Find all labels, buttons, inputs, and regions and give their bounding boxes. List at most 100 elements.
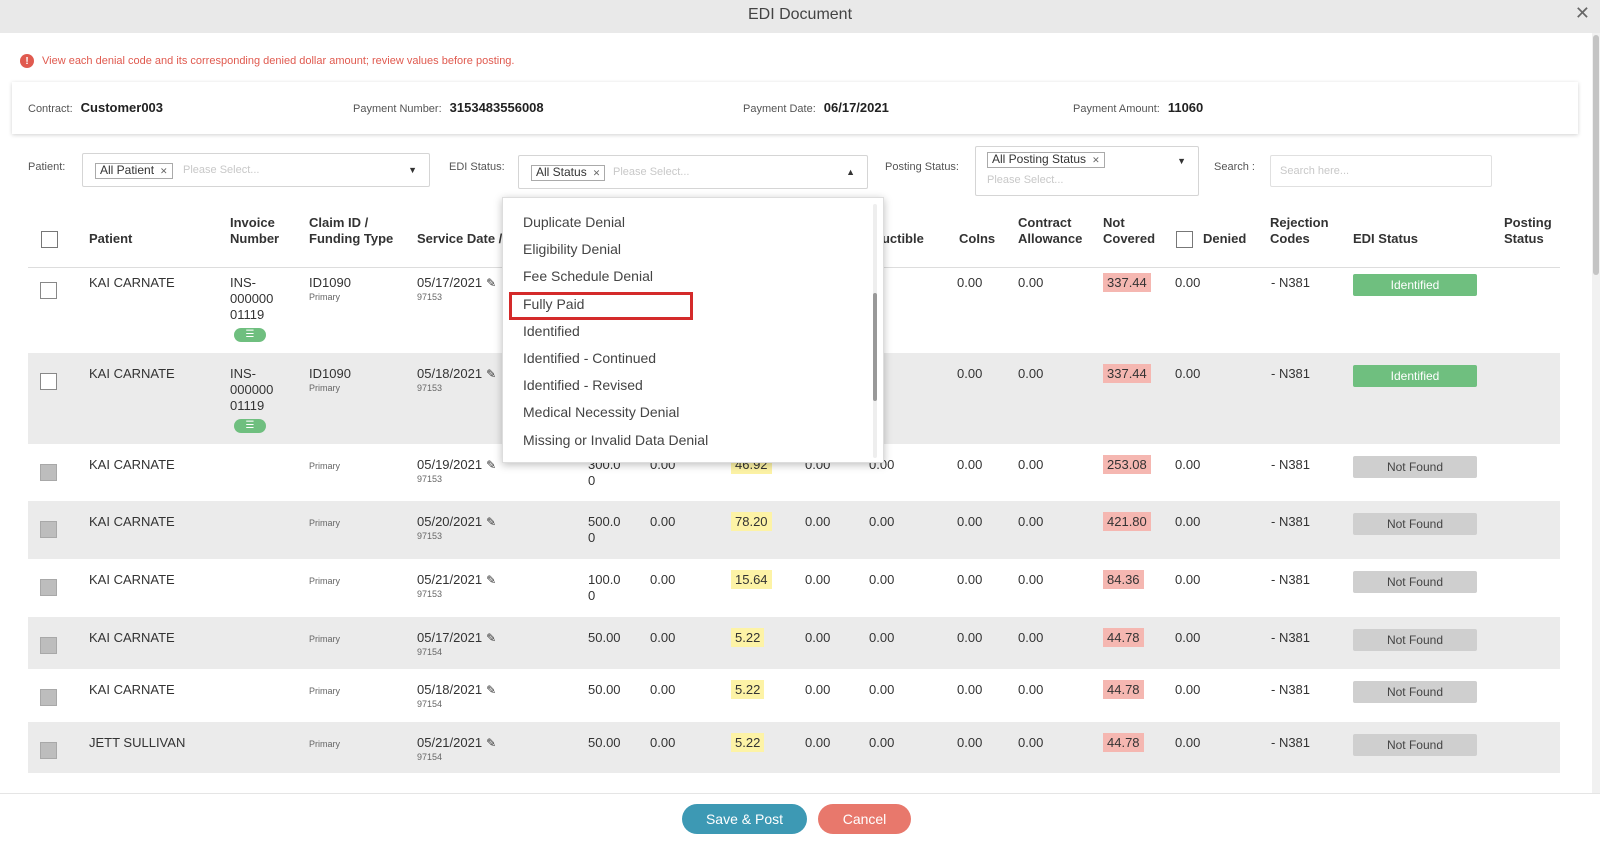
dropdown-option[interactable]: Identified	[523, 322, 580, 339]
list-icon[interactable]: ☰	[234, 328, 266, 342]
table-row[interactable]: KAI CARNATE Primary 05/20/2021 ✎ 97153 500.0 0…	[28, 501, 1560, 559]
paid-amount: 78.20	[731, 512, 772, 531]
rejection-code[interactable]: - N381	[1271, 682, 1311, 697]
service-date[interactable]: 05/18/2021 ✎	[417, 682, 497, 697]
service-date[interactable]: 05/17/2021 ✎	[417, 275, 497, 290]
row-checkbox[interactable]	[40, 373, 57, 390]
header-posting-status[interactable]: Posting Status	[1504, 215, 1552, 246]
table-row[interactable]: KAI CARNATE Primary 05/19/2021 ✎ 97153 300.0 0…	[28, 444, 1560, 501]
page-scroll-thumb[interactable]	[1593, 35, 1599, 275]
rejection-code[interactable]: - N381	[1271, 275, 1311, 290]
rejection-code[interactable]: - N381	[1271, 457, 1311, 472]
service-code: 97153	[417, 474, 443, 484]
header-claim[interactable]: Claim ID / Funding Type	[309, 215, 394, 246]
claim-id: ID1090	[309, 275, 351, 290]
dropdown-option[interactable]: Eligibility Denial	[523, 241, 622, 258]
header-not-covered[interactable]: Not Covered	[1103, 215, 1156, 246]
edit-icon[interactable]: ✎	[486, 736, 497, 750]
header-denied[interactable]: Denied	[1203, 231, 1247, 246]
header-deductible[interactable]: ductible	[874, 231, 924, 246]
dropdown-option[interactable]: Medical Necessity Denial	[523, 404, 680, 421]
header-service-date[interactable]: Service Date /	[417, 231, 503, 246]
coins: 0.00	[957, 735, 983, 750]
service-date[interactable]: 05/19/2021 ✎	[417, 457, 497, 472]
dropdown-option[interactable]: Identified - Revised	[523, 377, 643, 394]
table-row[interactable]: JETT SULLIVAN Primary 05/21/2021 ✎ 97154 50.0…	[28, 722, 1560, 773]
denied-amount: 0.00	[1175, 514, 1201, 529]
dropdown-option[interactable]: Duplicate Denial	[523, 214, 625, 230]
rejection-code[interactable]: - N381	[1271, 514, 1311, 529]
row-checkbox[interactable]	[40, 464, 57, 481]
row-checkbox[interactable]	[40, 282, 57, 299]
edi-status-dropdown[interactable]: Duplicate Denial Eligibility Denial Fee Sc…	[502, 197, 884, 463]
coins: 0.00	[957, 514, 983, 529]
dropdown-option[interactable]: Missing or Invalid Data Denial	[523, 431, 709, 448]
edit-icon[interactable]: ✎	[486, 276, 497, 290]
search-box[interactable]	[1270, 155, 1492, 187]
payment-amount-value: 11060	[1167, 100, 1204, 115]
header-edi-status[interactable]: EDI Status	[1353, 231, 1419, 246]
rejection-code[interactable]: - N381	[1271, 572, 1311, 587]
deductible: 0.00	[869, 630, 895, 645]
table-row[interactable]: KAI CARNATE Primary 05/18/2021 ✎ 97154 50.00 0…	[28, 669, 1560, 722]
header-patient[interactable]: Patient	[89, 231, 133, 246]
table-row[interactable]: KAI CARNATE Primary 05/21/2021 ✎ 97153 100.0 0…	[28, 559, 1560, 617]
edit-icon[interactable]: ✎	[486, 683, 497, 697]
invoice-number[interactable]: INS- 000000 01119	[230, 366, 274, 413]
edi-status-badge: Identified	[1353, 274, 1477, 296]
patient-tag[interactable]: All Patient ✕	[95, 163, 173, 179]
page-scrollbar[interactable]	[1592, 33, 1600, 793]
adjustment: 0.00	[650, 514, 676, 529]
rejection-code[interactable]: - N381	[1271, 630, 1311, 645]
cancel-button[interactable]: Cancel	[818, 804, 911, 834]
posting-status-select[interactable]: All Posting Status ✕ Please Select... ▼	[975, 146, 1199, 196]
contract-allowance: 0.00	[1018, 735, 1044, 750]
edit-icon[interactable]: ✎	[486, 573, 497, 587]
header-coins[interactable]: CoIns	[959, 231, 996, 246]
dropdown-scroll-thumb[interactable]	[873, 293, 877, 401]
search-input[interactable]	[1271, 156, 1491, 186]
denied-amount: 0.00	[1175, 457, 1201, 472]
table-row[interactable]: KAI CARNATE Primary 05/17/2021 ✎ 97154 50.00 0…	[28, 617, 1560, 669]
header-contract-allowance[interactable]: Contract Allowance	[1018, 215, 1083, 246]
edit-icon[interactable]: ✎	[486, 515, 497, 529]
payment-number-field: Payment Number: 3153483556008	[353, 100, 544, 115]
patient-name: KAI CARNATE	[89, 572, 175, 587]
funding-type: Primary	[309, 292, 340, 302]
service-date[interactable]: 05/21/2021 ✎	[417, 735, 497, 750]
dropdown-option[interactable]: Fully Paid	[523, 295, 585, 312]
save-post-button[interactable]: Save & Post	[682, 804, 807, 834]
denied-checkbox[interactable]	[1176, 231, 1193, 248]
dropdown-option[interactable]: Fee Schedule Denial	[523, 268, 653, 285]
row-checkbox[interactable]	[40, 689, 57, 706]
edi-status-tag[interactable]: All Status ✕	[531, 165, 606, 181]
rejection-code[interactable]: - N381	[1271, 366, 1311, 381]
patient-filter-label: Patient:	[28, 161, 66, 173]
row-checkbox[interactable]	[40, 637, 57, 654]
table-row[interactable]: KAI CARNATE INS- 000000 01119 ☰ ID1090 Primary…	[28, 262, 1560, 353]
service-date[interactable]: 05/18/2021 ✎	[417, 366, 497, 381]
edi-status-badge: Not Found	[1353, 681, 1477, 703]
service-date[interactable]: 05/17/2021 ✎	[417, 630, 497, 645]
service-date[interactable]: 05/20/2021 ✎	[417, 514, 497, 529]
invoice-number[interactable]: INS- 000000 01119	[230, 275, 274, 322]
row-checkbox[interactable]	[40, 742, 57, 759]
edit-icon[interactable]: ✎	[486, 458, 497, 472]
copay: 0.00	[805, 514, 831, 529]
header-invoice[interactable]: Invoice Number	[230, 215, 280, 246]
edi-status-select[interactable]: All Status ✕ Please Select... ▲	[518, 155, 868, 189]
row-checkbox[interactable]	[40, 579, 57, 596]
close-icon[interactable]: ✕	[1574, 3, 1590, 23]
dropdown-option[interactable]: Identified - Continued	[523, 350, 657, 366]
edit-icon[interactable]: ✎	[486, 367, 497, 381]
header-rejection-codes[interactable]: Rejection Codes	[1270, 215, 1329, 246]
list-icon[interactable]: ☰	[234, 419, 266, 433]
service-code: 97154	[417, 647, 443, 657]
row-checkbox[interactable]	[40, 521, 57, 538]
service-date[interactable]: 05/21/2021 ✎	[417, 572, 497, 587]
rejection-code[interactable]: - N381	[1271, 735, 1311, 750]
edit-icon[interactable]: ✎	[486, 631, 497, 645]
patient-select[interactable]: All Patient ✕ Please Select... ▼	[82, 153, 430, 187]
posting-status-tag[interactable]: All Posting Status ✕	[987, 152, 1105, 168]
select-all-checkbox[interactable]	[41, 231, 58, 248]
